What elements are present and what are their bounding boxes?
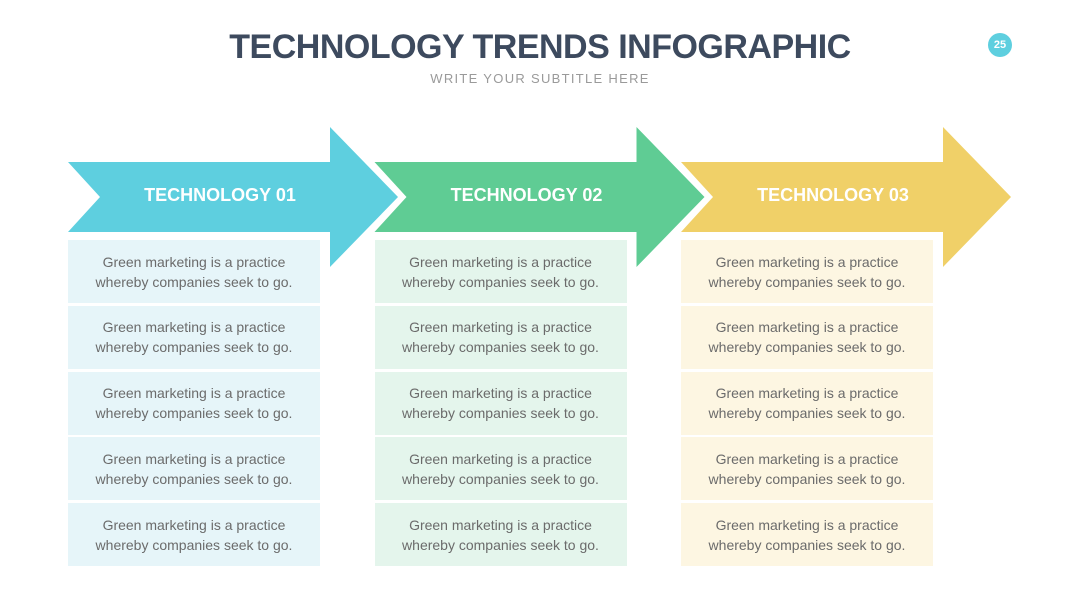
item-text: Green marketing is a practice whereby co… (95, 253, 293, 290)
item-text: Green marketing is a practice whereby co… (708, 516, 906, 553)
item-box: Green marketing is a practice whereby co… (68, 371, 320, 435)
item-box: Green marketing is a practice whereby co… (68, 305, 320, 369)
item-text: Green marketing is a practice whereby co… (95, 450, 293, 487)
item-text: Green marketing is a practice whereby co… (402, 516, 599, 553)
item-text: Green marketing is a practice whereby co… (95, 319, 293, 356)
column-title: TECHNOLOGY 03 (757, 185, 909, 205)
item-box: Green marketing is a practice whereby co… (68, 437, 320, 501)
item-box: Green marketing is a practice whereby co… (374, 240, 627, 303)
item-box: Green marketing is a practice whereby co… (681, 503, 933, 567)
title: TECHNOLOGY TRENDS INFOGRAPHIC (229, 28, 851, 66)
item-box: Green marketing is a practice whereby co… (68, 503, 320, 567)
item-box: Green marketing is a practice whereby co… (374, 503, 627, 567)
item-text: Green marketing is a practice whereby co… (708, 385, 906, 422)
item-box: Green marketing is a practice whereby co… (374, 437, 627, 501)
item-text: Green marketing is a practice whereby co… (708, 253, 906, 290)
item-text: Green marketing is a practice whereby co… (708, 319, 906, 356)
item-text: Green marketing is a practice whereby co… (402, 253, 599, 290)
arrow (681, 127, 1011, 267)
page-number: 25 (988, 33, 1012, 57)
item-box: Green marketing is a practice whereby co… (681, 305, 933, 369)
item-text: Green marketing is a practice whereby co… (402, 385, 599, 422)
column-title: TECHNOLOGY 02 (450, 185, 603, 205)
item-box: Green marketing is a practice whereby co… (374, 371, 627, 435)
item-text: Green marketing is a practice whereby co… (402, 450, 599, 487)
item-text: Green marketing is a practice whereby co… (708, 450, 906, 487)
item-box: Green marketing is a practice whereby co… (681, 240, 933, 303)
column-title: TECHNOLOGY 01 (144, 185, 296, 205)
arrow (374, 127, 705, 267)
subtitle: WRITE YOUR SUBTITLE HERE (430, 71, 650, 86)
item-box: Green marketing is a practice whereby co… (681, 437, 933, 501)
item-box: Green marketing is a practice whereby co… (681, 371, 933, 435)
arrow (68, 127, 398, 267)
item-box: Green marketing is a practice whereby co… (68, 240, 320, 303)
item-text: Green marketing is a practice whereby co… (95, 385, 293, 422)
item-box: Green marketing is a practice whereby co… (374, 305, 627, 369)
item-text: Green marketing is a practice whereby co… (95, 516, 293, 553)
item-text: Green marketing is a practice whereby co… (402, 319, 599, 356)
